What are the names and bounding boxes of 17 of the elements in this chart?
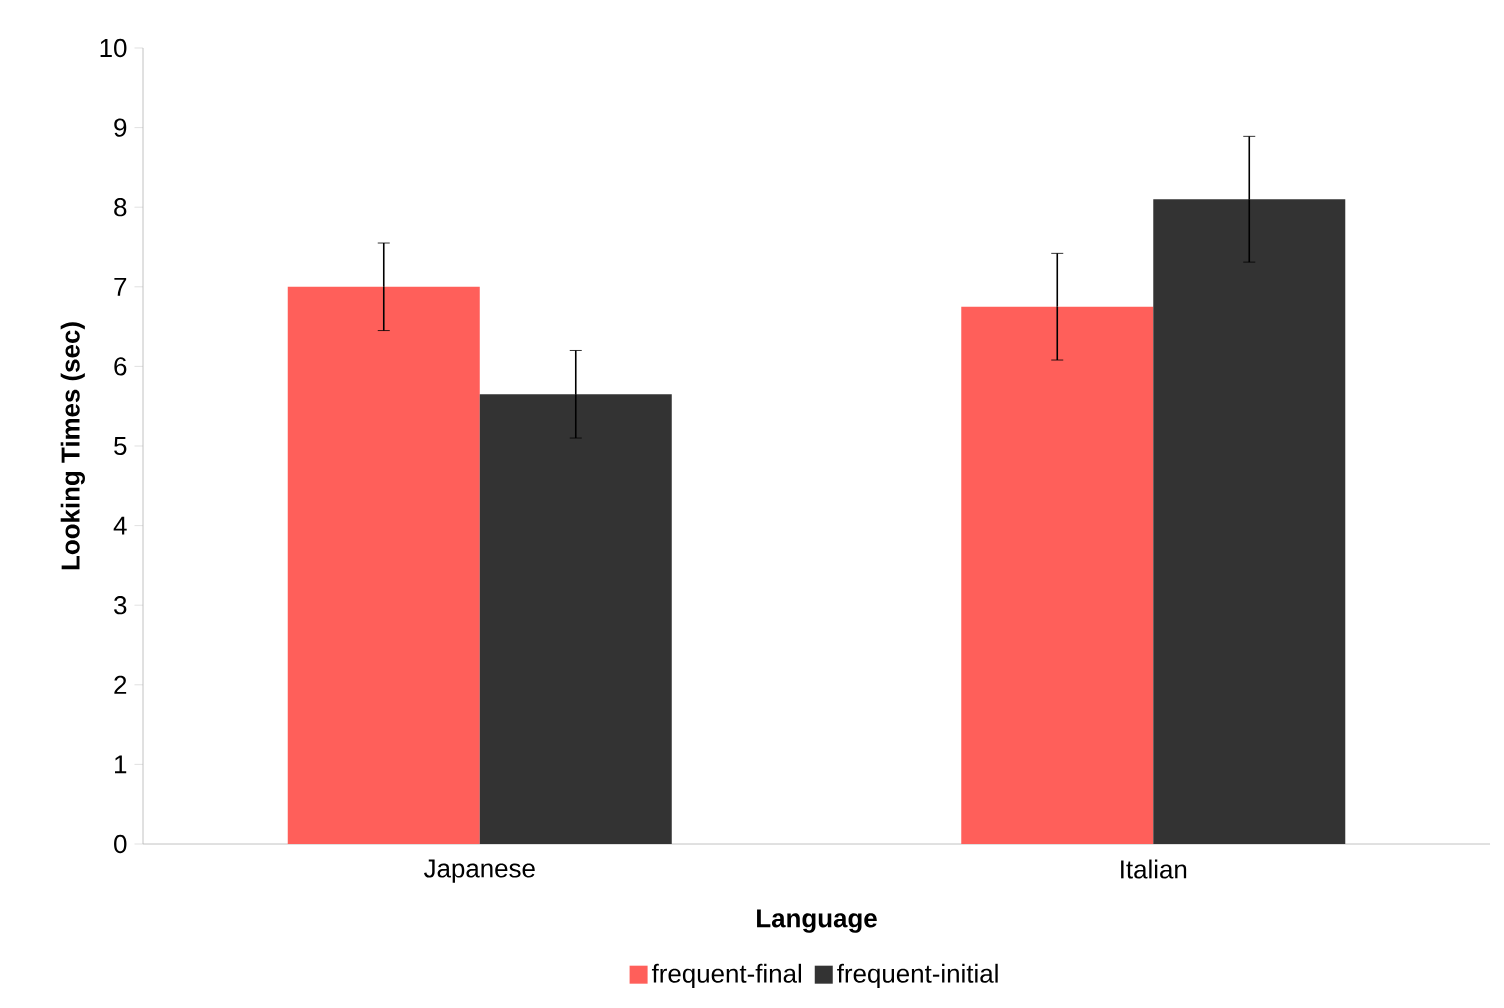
legend-label: frequent-final (651, 963, 802, 988)
y-tick-label: 7 (114, 277, 127, 296)
y-axis-title: Looking Times (sec) (60, 322, 85, 570)
y-tick-label: 10 (100, 38, 127, 58)
y-tick-label: 0 (114, 834, 127, 854)
y-tick-label: 3 (114, 596, 127, 615)
x-axis-title: Language (757, 909, 877, 933)
y-tick-label: 2 (114, 675, 127, 694)
x-tick-label: Italian (1121, 859, 1187, 879)
y-tick-label: 6 (114, 357, 127, 376)
y-tick-label: 1 (115, 755, 127, 774)
x-tick-label: Japanese (423, 859, 535, 883)
y-tick-label: 4 (113, 516, 127, 535)
legend-label: frequent-initial (837, 963, 998, 988)
y-tick-label: 9 (114, 118, 127, 137)
y-tick-label: 8 (114, 198, 127, 217)
y-tick-label: 5 (114, 436, 127, 456)
